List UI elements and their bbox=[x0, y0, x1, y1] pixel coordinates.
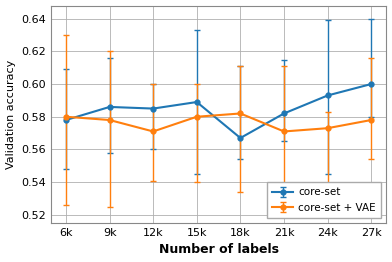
Y-axis label: Validation accuracy: Validation accuracy bbox=[5, 60, 16, 169]
X-axis label: Number of labels: Number of labels bbox=[159, 243, 279, 256]
Legend: core-set, core-set + VAE: core-set, core-set + VAE bbox=[267, 182, 381, 218]
